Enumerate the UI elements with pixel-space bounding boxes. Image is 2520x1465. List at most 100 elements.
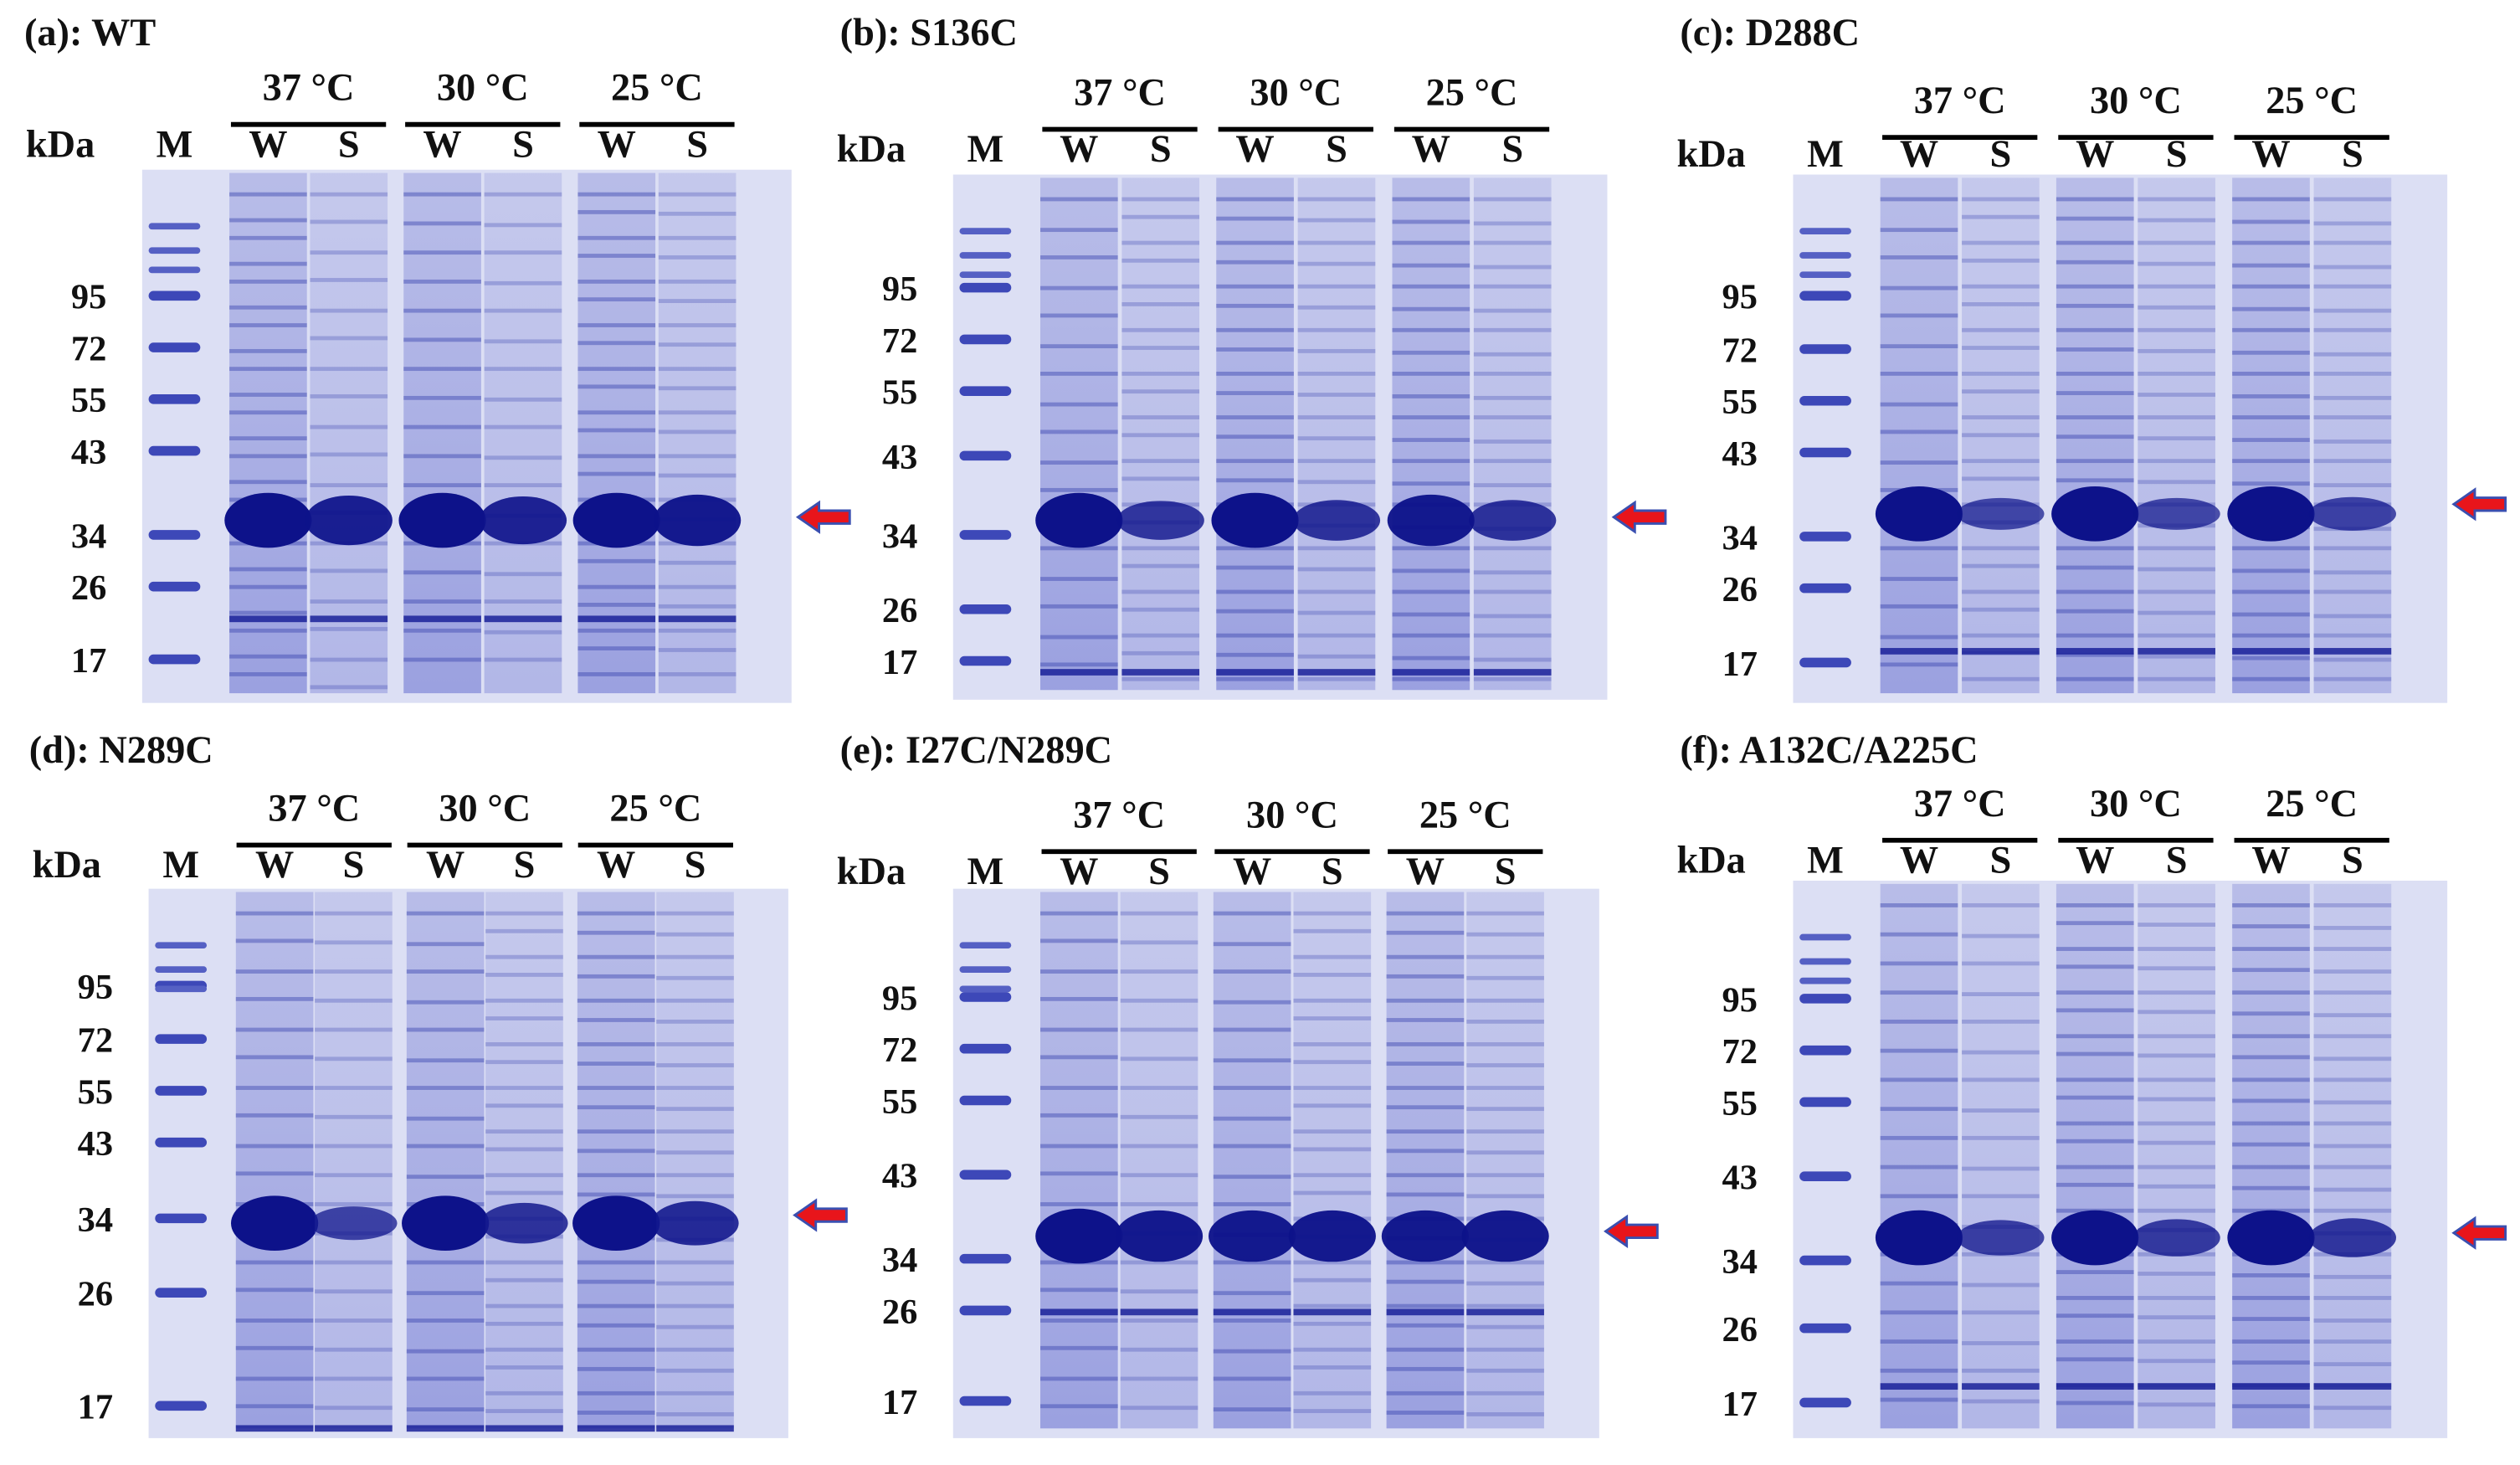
lane-band [577, 628, 656, 633]
lane-band [403, 395, 481, 400]
target-band [1035, 1208, 1123, 1264]
marker-band [1799, 290, 1851, 301]
lane-band [406, 1376, 485, 1381]
lane-band [656, 1063, 734, 1067]
lane-band [1386, 911, 1465, 916]
lane-band [1040, 255, 1118, 260]
lane-band [1466, 1173, 1544, 1178]
lane-band [1297, 327, 1376, 332]
lane-band [577, 584, 656, 589]
lane-band [484, 339, 562, 344]
marker-band [148, 581, 201, 592]
lane-band [1962, 589, 2040, 594]
lane-band [656, 975, 734, 980]
lane-band [1466, 1042, 1544, 1046]
lane-band [1392, 546, 1470, 551]
lane-band [315, 1406, 393, 1411]
lane-band [1386, 1260, 1465, 1265]
lane [1293, 892, 1372, 1429]
lane-band [229, 480, 307, 485]
lane-band [1121, 650, 1200, 655]
lane-band [1392, 372, 1470, 376]
lane-band [315, 1086, 393, 1090]
lane-band [1466, 954, 1544, 959]
target-band [2308, 496, 2397, 531]
lane-band [1880, 1194, 1958, 1199]
lane-band [1466, 1324, 1544, 1329]
target-band [2227, 486, 2315, 542]
lane-band [656, 998, 734, 1003]
lane-band [2138, 1359, 2215, 1364]
lane-band [1392, 415, 1470, 419]
marker-band [1799, 447, 1851, 458]
lane-band [2138, 903, 2215, 907]
marker-band [148, 266, 201, 274]
lane-band [577, 410, 656, 415]
lane-band [1297, 218, 1376, 223]
target-band [1461, 1210, 1549, 1262]
lane [577, 892, 655, 1429]
lane-band [2056, 1077, 2134, 1082]
lane-band [2232, 676, 2310, 681]
panel-title: (d): N289C [29, 729, 213, 772]
gel-panel: (b): S136C W S W S W S 37 °C 30 °C 25 °C kDa M 95 72 5… [837, 12, 1667, 700]
lane-band [485, 911, 563, 916]
lane-band [1216, 478, 1294, 483]
lane-band [1880, 635, 1958, 640]
lane-band [2313, 352, 2392, 357]
lane-band [658, 211, 736, 216]
temperature-label: 25 °C [611, 67, 703, 110]
lane-band [1040, 402, 1118, 407]
lane-band [1040, 460, 1118, 465]
lane-band [577, 646, 656, 650]
marker-band [959, 386, 1012, 396]
lane-band [1213, 1407, 1291, 1412]
marker-size-label: 72 [78, 1021, 113, 1061]
lane [1121, 177, 1200, 691]
lane-band [2056, 1008, 2134, 1013]
marker-size-label: 17 [1722, 645, 1758, 684]
lane-band [1297, 633, 1376, 638]
lane-band [2056, 633, 2134, 638]
lane-band [1293, 1321, 1372, 1326]
lane-band [2232, 1339, 2310, 1344]
lane-band [485, 1365, 563, 1370]
lane-band [229, 410, 307, 415]
lane-label: W [1060, 851, 1098, 893]
marker-band [1799, 1397, 1851, 1408]
lane-band [2313, 1034, 2392, 1039]
marker-size-label: 17 [71, 641, 106, 681]
target-band [1035, 492, 1123, 548]
lane-band [2313, 327, 2392, 332]
gel-panel: (a): WT W S W S W S 37 °C 30 °C 25 °C kDa M 95 72 55 43… [24, 12, 851, 703]
lane-band [1293, 1390, 1372, 1396]
lane-band [485, 1277, 563, 1283]
marker-size-label: 72 [882, 321, 917, 361]
lane-band [656, 1412, 734, 1416]
lane-band [2056, 260, 2134, 265]
lane-band [1962, 961, 2040, 966]
marker-band [959, 334, 1012, 345]
lane-band [1962, 1310, 2040, 1315]
lane-band [1297, 393, 1376, 397]
marker-band [959, 1169, 1012, 1180]
lane-band [2232, 284, 2310, 289]
marker-size-label: 55 [882, 373, 917, 413]
low-band [1297, 669, 1376, 676]
marker-band [1799, 1045, 1851, 1056]
lane-band [1040, 969, 1118, 974]
lane-band [485, 1303, 563, 1308]
lane-band [2232, 990, 2310, 995]
marker-size-label: 55 [882, 1082, 917, 1122]
lane-band [1880, 932, 1958, 937]
lane-band [2313, 1077, 2392, 1082]
lane-band [229, 610, 307, 615]
lane-band [406, 1058, 485, 1063]
lane-band [1120, 1027, 1198, 1032]
lane-band [2232, 1121, 2310, 1126]
temperature-label: 37 °C [1914, 80, 2006, 122]
lane-band [315, 911, 393, 916]
lane [656, 892, 734, 1429]
lane-band [1216, 589, 1294, 594]
lane-band [315, 1056, 393, 1061]
